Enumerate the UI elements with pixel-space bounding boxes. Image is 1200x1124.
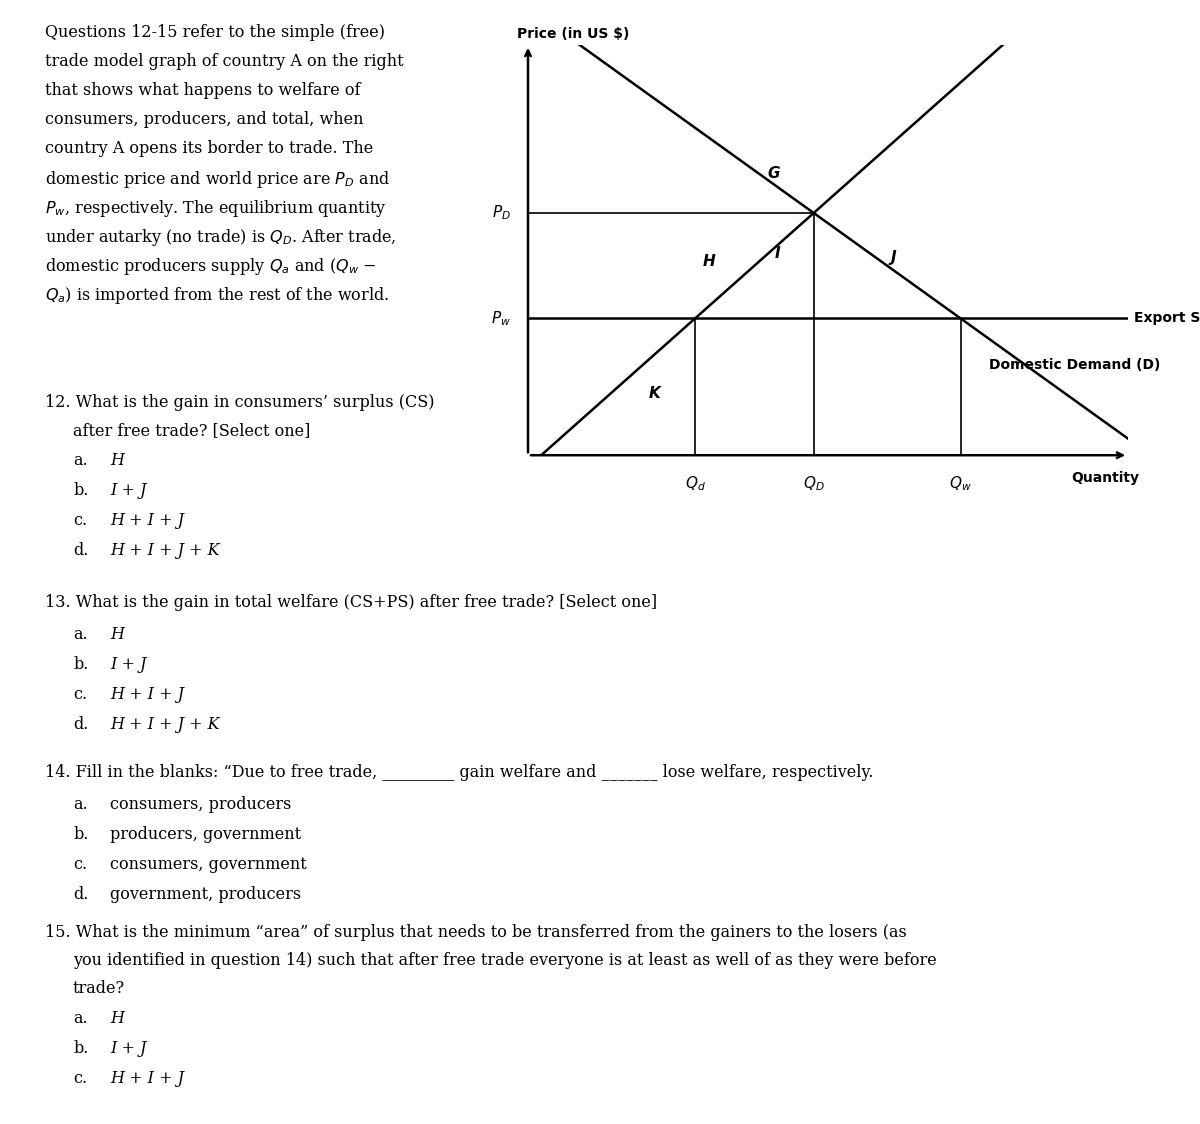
Text: 14. Fill in the blanks: “Due to free trade, _________ gain welfare and _______ l: 14. Fill in the blanks: “Due to free tra… — [46, 764, 874, 781]
Text: Questions 12-15 refer to the simple (free): Questions 12-15 refer to the simple (fre… — [46, 24, 385, 40]
Text: a.: a. — [73, 626, 88, 643]
Text: a.: a. — [73, 452, 88, 469]
Text: Price (in US $): Price (in US $) — [516, 27, 629, 42]
Text: under autarky (no trade) is $Q_D$. After trade,: under autarky (no trade) is $Q_D$. After… — [46, 227, 396, 248]
Text: G: G — [768, 166, 780, 181]
Text: H: H — [703, 254, 715, 270]
Text: a.: a. — [73, 796, 88, 813]
Text: that shows what happens to welfare of: that shows what happens to welfare of — [46, 82, 360, 99]
Text: I + J: I + J — [110, 482, 146, 499]
Text: producers, government: producers, government — [110, 826, 301, 843]
Text: I + J: I + J — [110, 1040, 146, 1057]
Text: $P_w$: $P_w$ — [491, 309, 511, 328]
Text: Domestic Demand (D): Domestic Demand (D) — [989, 357, 1160, 372]
Text: d.: d. — [73, 886, 89, 903]
Text: b.: b. — [73, 1040, 89, 1057]
Text: trade model graph of country A on the right: trade model graph of country A on the ri… — [46, 53, 403, 70]
Text: 12. What is the gain in consumers’ surplus (CS): 12. What is the gain in consumers’ surpl… — [46, 395, 434, 411]
Text: 15. What is the minimum “area” of surplus that needs to be transferred from the : 15. What is the minimum “area” of surplu… — [46, 924, 907, 941]
Text: Quantity: Quantity — [1072, 471, 1140, 484]
Text: a.: a. — [73, 1010, 88, 1027]
Text: H: H — [110, 626, 124, 643]
Text: c.: c. — [73, 1070, 88, 1087]
Text: you identified in question 14) such that after free trade everyone is at least a: you identified in question 14) such that… — [73, 952, 937, 969]
Text: I + J: I + J — [110, 656, 146, 673]
Text: trade?: trade? — [73, 980, 125, 997]
Text: $P_w$, respectively. The equilibrium quantity: $P_w$, respectively. The equilibrium qua… — [46, 198, 386, 219]
Text: $Q_d$: $Q_d$ — [685, 474, 706, 493]
Text: H + I + J + K: H + I + J + K — [110, 716, 220, 733]
Text: I: I — [774, 246, 780, 262]
Text: K: K — [649, 387, 661, 401]
Text: H + I + J: H + I + J — [110, 513, 184, 529]
Text: d.: d. — [73, 542, 89, 559]
Text: H: H — [110, 452, 124, 469]
Text: government, producers: government, producers — [110, 886, 301, 903]
Text: Export Supply: Export Supply — [1134, 311, 1200, 326]
Text: consumers, producers, and total, when: consumers, producers, and total, when — [46, 111, 364, 128]
Text: consumers, producers: consumers, producers — [110, 796, 292, 813]
Text: J: J — [890, 251, 895, 265]
Text: domestic price and world price are $P_D$ and: domestic price and world price are $P_D$… — [46, 169, 390, 190]
Text: $P_D$: $P_D$ — [492, 203, 511, 223]
Text: country A opens its border to trade. The: country A opens its border to trade. The — [46, 140, 373, 157]
Text: c.: c. — [73, 686, 88, 702]
Text: consumers, government: consumers, government — [110, 856, 307, 873]
Text: b.: b. — [73, 482, 89, 499]
Text: c.: c. — [73, 513, 88, 529]
Text: $Q_w$: $Q_w$ — [949, 474, 972, 493]
Text: b.: b. — [73, 826, 89, 843]
Text: H + I + J + K: H + I + J + K — [110, 542, 220, 559]
Text: H + I + J: H + I + J — [110, 1070, 184, 1087]
Text: H + I + J: H + I + J — [110, 686, 184, 702]
Text: H: H — [110, 1010, 124, 1027]
Text: domestic producers supply $Q_a$ and ($Q_w$ −: domestic producers supply $Q_a$ and ($Q_… — [46, 256, 377, 277]
Text: 13. What is the gain in total welfare (CS+PS) after free trade? [Select one]: 13. What is the gain in total welfare (C… — [46, 593, 658, 611]
Text: $Q_a$) is imported from the rest of the world.: $Q_a$) is imported from the rest of the … — [46, 285, 389, 306]
Text: b.: b. — [73, 656, 89, 673]
Text: after free trade? [Select one]: after free trade? [Select one] — [73, 422, 311, 439]
Text: $Q_D$: $Q_D$ — [803, 474, 824, 493]
Text: d.: d. — [73, 716, 89, 733]
Text: c.: c. — [73, 856, 88, 873]
